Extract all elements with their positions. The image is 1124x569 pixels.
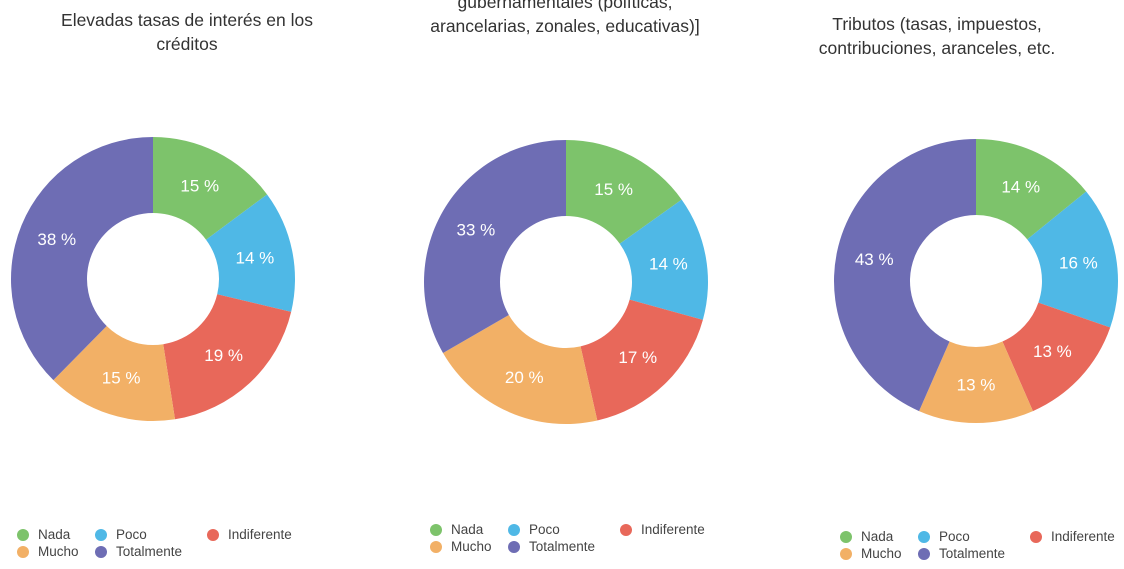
legend-label: Totalmente	[939, 546, 1006, 561]
donut-slice-mucho	[53, 326, 175, 421]
legend-label: Nada	[38, 527, 71, 542]
legend-swatch	[620, 523, 632, 536]
donut-slice-mucho	[919, 341, 1033, 423]
donut-slice-indiferente	[580, 299, 703, 421]
legend-label: Nada	[451, 522, 484, 537]
legend-label: Indiferente	[1051, 529, 1115, 544]
donut-slice-poco	[1027, 191, 1118, 328]
slice-value-label: 14 %	[1001, 178, 1040, 197]
legend-swatch	[207, 528, 219, 541]
slice-value-label: 19 %	[204, 346, 243, 365]
legend-swatch	[918, 530, 930, 543]
legend-label: Totalmente	[529, 539, 596, 554]
chart-title-line: gubernamentales (políticas,	[457, 0, 673, 12]
legend-item-totalmente: Totalmente	[508, 539, 595, 554]
donut-slice-nada	[976, 139, 1087, 240]
chart-panel-2: gubernamentales (políticas, arancelarias…	[378, 0, 752, 564]
legend-item-totalmente: Totalmente	[95, 544, 182, 559]
chart-title-line: arancelarias, zonales, educativas)]	[430, 16, 700, 36]
legend-label: Indiferente	[641, 522, 705, 537]
legend-item-poco: Poco	[508, 522, 560, 537]
slice-value-label: 38 %	[37, 230, 76, 249]
legend: Nada Poco Indiferente Mucho Totalmente	[430, 522, 730, 562]
slice-value-label: 17 %	[618, 348, 657, 367]
legend-swatch	[840, 530, 852, 543]
legend-label: Indiferente	[228, 527, 292, 542]
legend-swatch	[1030, 530, 1042, 543]
legend-label: Mucho	[38, 544, 79, 559]
legend-swatch	[430, 523, 442, 536]
donut-slice-poco	[206, 194, 295, 312]
donut-slice-indiferente	[1002, 302, 1111, 412]
legend-swatch	[17, 528, 29, 541]
legend-label: Mucho	[451, 539, 492, 554]
donut-slice-indiferente	[163, 294, 292, 420]
donut-chart: 15 % 14 % 19 % 15 % 38 %	[11, 137, 295, 421]
slice-value-label: 43 %	[855, 250, 894, 269]
legend-label: Totalmente	[116, 544, 183, 559]
donut-slice-totalmente	[834, 139, 976, 412]
chart-panel-1: Elevadas tasas de interés en los crédito…	[0, 0, 374, 564]
slice-value-label: 14 %	[649, 254, 688, 273]
chart-panel-3: Tributos (tasas, impuestos, contribucion…	[750, 0, 1124, 564]
donut-slice-nada	[566, 140, 682, 244]
legend-swatch	[95, 528, 107, 541]
legend-label: Nada	[861, 529, 894, 544]
slice-value-label: 13 %	[1033, 342, 1072, 361]
legend-item-nada: Nada	[430, 522, 483, 537]
chart-title-line: Tributos (tasas, impuestos,	[832, 14, 1042, 34]
legend: Nada Poco Indiferente Mucho Totalmente	[840, 529, 1124, 569]
slice-value-label: 13 %	[957, 376, 996, 395]
legend-swatch	[918, 547, 930, 560]
chart-title: Elevadas tasas de interés en los crédito…	[0, 8, 374, 56]
slice-value-label: 20 %	[505, 368, 544, 387]
chart-title: Tributos (tasas, impuestos, contribucion…	[750, 12, 1124, 60]
legend-label: Poco	[529, 522, 560, 537]
donut-slice-mucho	[443, 315, 598, 425]
legend-item-nada: Nada	[17, 527, 70, 542]
slice-value-label: 15 %	[102, 369, 141, 388]
slice-value-label: 15 %	[594, 180, 633, 199]
slice-value-label: 33 %	[457, 221, 496, 240]
legend-item-mucho: Mucho	[430, 539, 492, 554]
legend-item-nada: Nada	[840, 529, 893, 544]
chart-title: gubernamentales (políticas, arancelarias…	[378, 0, 752, 38]
donut-chart: 15 % 14 % 17 % 20 % 33 %	[424, 140, 708, 425]
legend-item-indiferente: Indiferente	[620, 522, 705, 537]
donut-chart: 14 % 16 % 13 % 13 % 43 %	[834, 139, 1118, 423]
legend-swatch	[17, 545, 29, 558]
legend-item-mucho: Mucho	[840, 546, 902, 561]
legend-label: Poco	[116, 527, 147, 542]
slice-value-label: 16 %	[1059, 253, 1098, 272]
legend-label: Mucho	[861, 546, 902, 561]
legend-swatch	[508, 540, 520, 553]
chart-title-line: contribuciones, aranceles, etc.	[818, 38, 1056, 58]
legend-swatch	[95, 545, 107, 558]
legend-item-indiferente: Indiferente	[1030, 529, 1115, 544]
chart-title-line: créditos	[156, 34, 218, 54]
donut-slice-nada	[153, 137, 268, 240]
chart-title-line: Elevadas tasas de interés en los	[61, 10, 313, 30]
donut-slice-totalmente	[424, 140, 566, 353]
legend-item-totalmente: Totalmente	[918, 546, 1005, 561]
slice-value-label: 14 %	[236, 249, 275, 268]
legend-item-poco: Poco	[918, 529, 970, 544]
legend-item-indiferente: Indiferente	[207, 527, 292, 542]
legend-swatch	[430, 540, 442, 553]
legend-label: Poco	[939, 529, 970, 544]
legend-item-mucho: Mucho	[17, 544, 79, 559]
donut-slice-poco	[619, 199, 708, 320]
legend-item-poco: Poco	[95, 527, 147, 542]
legend-swatch	[508, 523, 520, 536]
legend: Nada Poco Indiferente Mucho Totalmente	[17, 527, 317, 567]
slice-value-label: 15 %	[180, 177, 219, 196]
donut-slice-totalmente	[11, 137, 154, 381]
legend-swatch	[840, 547, 852, 560]
